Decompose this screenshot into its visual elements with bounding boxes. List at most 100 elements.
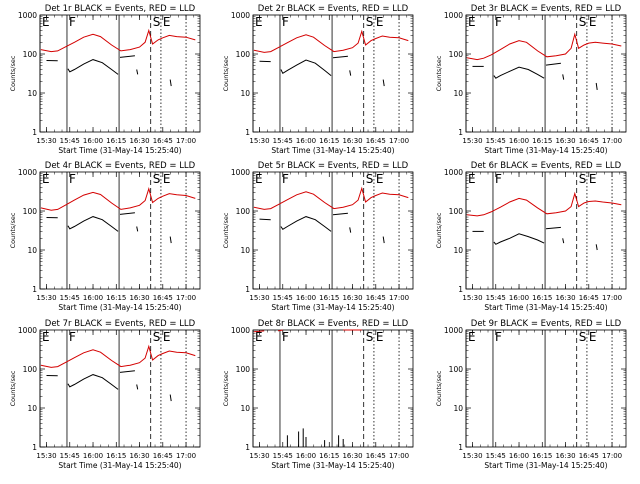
lld-series-line — [254, 188, 408, 209]
plot-frame — [253, 172, 413, 289]
x-tick-label: 17:00 — [389, 137, 409, 145]
x-tick-label: 15:30 — [249, 137, 269, 145]
x-tick-label: 16:30 — [129, 137, 149, 145]
events-series-line — [120, 56, 135, 58]
x-tick-label: 16:00 — [83, 294, 103, 302]
event-marker-label: S — [366, 330, 374, 344]
event-marker-label: E — [42, 15, 50, 29]
chart-panel-4: Det 4r BLACK = Events, RED = LLD11010010… — [9, 161, 200, 312]
event-marker-label: F — [282, 172, 289, 186]
chart-title: Det 1r BLACK = Events, RED = LLD — [45, 4, 196, 14]
x-tick-label: 16:15 — [106, 294, 126, 302]
chart-panel-8: Det 8r BLACK = Events, RED = LLD11010010… — [222, 319, 413, 470]
x-tick-label: 17:00 — [389, 294, 409, 302]
x-tick-label: 15:30 — [462, 294, 482, 302]
x-axis-label: Start Time (31-May-14 15:25:40) — [271, 146, 394, 155]
y-tick-label: 100 — [449, 207, 464, 216]
events-series-line — [170, 395, 171, 402]
x-tick-label: 15:30 — [462, 137, 482, 145]
y-tick-label: 1000 — [18, 168, 37, 177]
x-tick-label: 16:45 — [579, 137, 599, 145]
y-tick-label: 1 — [32, 128, 37, 137]
chart-panel-5: Det 5r BLACK = Events, RED = LLD11010010… — [222, 161, 413, 312]
chart-panel-2: Det 2r BLACK = Events, RED = LLD11010010… — [222, 4, 413, 155]
event-marker-label: F — [495, 330, 502, 344]
chart-panel-3: Det 3r BLACK = Events, RED = LLD11010010… — [435, 4, 626, 155]
event-marker-label: E — [589, 15, 597, 29]
x-tick-label: 16:45 — [153, 294, 173, 302]
x-tick-label: 16:00 — [296, 452, 316, 460]
y-tick-label: 1 — [458, 128, 463, 137]
lld-series-line — [41, 346, 195, 367]
y-tick-label: 1 — [32, 443, 37, 452]
y-tick-label: 100 — [236, 365, 251, 374]
chart-title: Det 5r BLACK = Events, RED = LLD — [258, 161, 409, 171]
y-tick-label: 1 — [245, 128, 250, 137]
y-tick-label: 1000 — [444, 326, 463, 335]
event-marker-label: F — [495, 172, 502, 186]
x-tick-label: 16:45 — [366, 294, 386, 302]
y-tick-label: 10 — [27, 246, 37, 255]
y-tick-label: 1000 — [18, 326, 37, 335]
y-tick-label: 1000 — [231, 11, 250, 20]
x-tick-label: 16:15 — [532, 452, 552, 460]
event-marker-label: S — [153, 15, 161, 29]
event-marker-label: E — [589, 330, 597, 344]
x-tick-label: 16:30 — [129, 294, 149, 302]
events-series-line — [68, 375, 118, 390]
events-series-line — [350, 227, 351, 232]
x-tick-label: 16:30 — [342, 452, 362, 460]
events-series-line — [120, 371, 135, 373]
event-marker-label: E — [468, 15, 476, 29]
x-tick-label: 15:45 — [486, 137, 506, 145]
x-tick-label: 16:30 — [342, 137, 362, 145]
y-axis-label: Counts/sec — [222, 55, 230, 91]
x-tick-label: 16:00 — [296, 137, 316, 145]
plot-frame — [466, 172, 626, 289]
event-marker-label: E — [376, 172, 384, 186]
events-series-line — [68, 60, 118, 75]
y-tick-label: 100 — [23, 50, 38, 59]
y-tick-label: 100 — [23, 365, 38, 374]
plot-frame — [40, 172, 200, 289]
x-tick-label: 17:00 — [176, 452, 196, 460]
y-tick-label: 1000 — [18, 11, 37, 20]
x-tick-label: 16:15 — [532, 294, 552, 302]
x-tick-label: 16:00 — [83, 137, 103, 145]
x-tick-label: 16:45 — [153, 137, 173, 145]
event-marker-label: E — [376, 15, 384, 29]
x-tick-label: 15:30 — [36, 294, 56, 302]
events-series-line — [333, 213, 348, 215]
events-series-line — [546, 227, 561, 228]
x-tick-label: 15:45 — [486, 452, 506, 460]
event-marker-label: E — [589, 172, 597, 186]
events-series-line — [596, 244, 597, 250]
event-marker-label: S — [366, 15, 374, 29]
events-series-line — [137, 385, 138, 390]
x-tick-label: 15:30 — [36, 137, 56, 145]
x-tick-label: 16:00 — [509, 452, 529, 460]
plot-frame — [253, 330, 413, 447]
y-tick-label: 10 — [27, 89, 37, 98]
x-tick-label: 16:30 — [555, 294, 575, 302]
x-tick-label: 16:45 — [153, 452, 173, 460]
x-tick-label: 15:30 — [249, 294, 269, 302]
chart-panel-9: Det 9r BLACK = Events, RED = LLD11010010… — [435, 319, 626, 470]
events-series-line — [137, 227, 138, 232]
events-series-line — [563, 238, 564, 243]
event-marker-label: S — [579, 172, 587, 186]
event-marker-label: F — [69, 172, 76, 186]
event-marker-label: E — [255, 172, 263, 186]
x-axis-label: Start Time (31-May-14 15:25:40) — [484, 146, 607, 155]
y-tick-label: 1000 — [444, 168, 463, 177]
x-tick-label: 16:30 — [555, 137, 575, 145]
lld-series-line — [41, 189, 195, 210]
x-tick-label: 17:00 — [176, 137, 196, 145]
y-tick-label: 1 — [458, 285, 463, 294]
x-tick-label: 17:00 — [602, 294, 622, 302]
y-tick-label: 1000 — [444, 11, 463, 20]
x-tick-label: 15:45 — [273, 294, 293, 302]
x-tick-label: 15:45 — [486, 294, 506, 302]
x-axis-label: Start Time (31-May-14 15:25:40) — [58, 303, 181, 312]
